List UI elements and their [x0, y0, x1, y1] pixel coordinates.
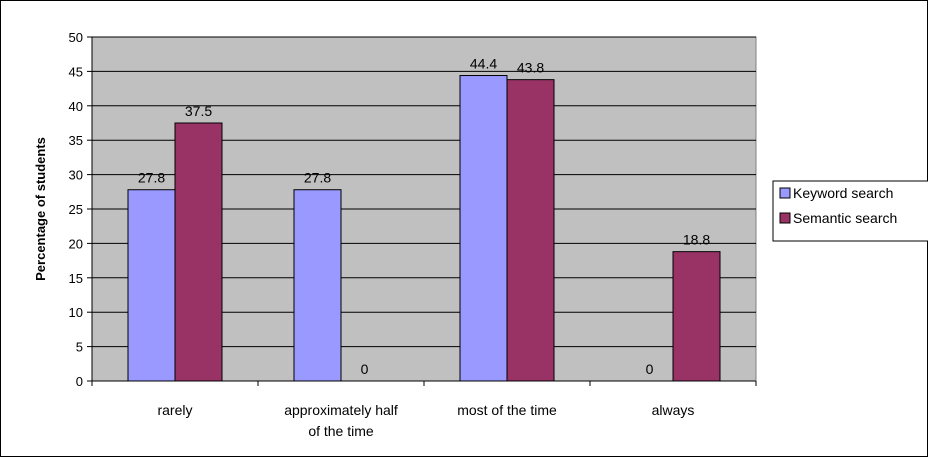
data-label: 37.5	[185, 103, 212, 119]
legend: Keyword search Semantic search	[772, 180, 928, 242]
data-label: 27.8	[138, 170, 165, 186]
bar	[506, 79, 555, 382]
legend-label: Keyword search	[793, 185, 893, 201]
y-tick-label: 15	[69, 271, 83, 286]
legend-label: Semantic search	[793, 210, 897, 226]
y-axis-title: Percentage of students	[33, 137, 48, 281]
legend-swatch	[779, 212, 791, 224]
y-tick-label: 20	[69, 236, 83, 251]
data-label: 27.8	[304, 170, 331, 186]
legend-box	[772, 180, 928, 242]
y-tick-label: 35	[69, 133, 83, 148]
x-category-label: of the time	[308, 423, 374, 439]
legend-swatch	[779, 187, 791, 199]
x-category-label: approximately half	[284, 402, 398, 418]
data-label: 43.8	[517, 60, 544, 76]
x-category-label: rarely	[157, 402, 192, 418]
bar	[459, 75, 508, 382]
x-category-label: most of the time	[457, 402, 557, 418]
data-label: 44.4	[470, 56, 497, 72]
y-tick-label: 25	[69, 202, 83, 217]
data-label: 0	[361, 361, 369, 377]
bar	[293, 189, 342, 382]
y-tick-label: 40	[69, 99, 83, 114]
y-tick-label: 10	[69, 305, 83, 320]
x-category-label: always	[652, 402, 695, 418]
y-tick-label: 30	[69, 168, 83, 183]
data-label: 18.8	[683, 232, 710, 248]
y-tick-label: 45	[69, 64, 83, 79]
bar	[127, 189, 176, 382]
y-tick-label: 50	[69, 30, 83, 45]
bar	[174, 122, 223, 382]
data-label: 0	[646, 361, 654, 377]
bar	[672, 251, 721, 382]
y-tick-label: 5	[76, 340, 83, 355]
y-tick-label: 0	[76, 374, 83, 389]
